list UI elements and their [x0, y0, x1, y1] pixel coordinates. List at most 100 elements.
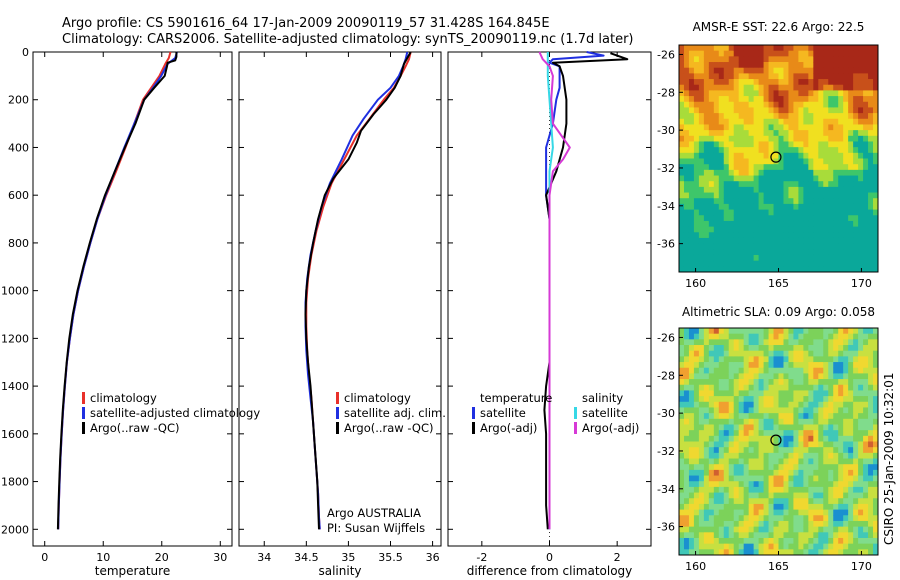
heatmap-cell: [683, 220, 690, 227]
heatmap-cell: [828, 396, 834, 403]
heatmap-cell: [848, 379, 854, 386]
heatmap-cell: [738, 130, 745, 137]
heatmap-cell: [838, 418, 844, 425]
heatmap-cell: [713, 418, 720, 425]
heatmap-cell: [683, 532, 690, 539]
heatmap-cell: [788, 498, 794, 505]
heatmap-cell: [693, 328, 700, 335]
heatmap-cell: [828, 492, 834, 499]
heatmap-cell: [763, 430, 769, 437]
heatmap-cell: [813, 339, 819, 346]
heatmap-cell: [698, 328, 705, 335]
heatmap-cell: [838, 469, 844, 476]
heatmap-cell: [843, 328, 849, 335]
heatmap-cell: [753, 73, 760, 80]
heatmap-cell: [679, 413, 685, 420]
heatmap-cell: [688, 543, 695, 550]
heatmap-cell: [748, 418, 755, 425]
heatmap-cell: [753, 203, 760, 210]
heatmap-cell: [733, 62, 740, 69]
heatmap-cell: [828, 526, 834, 533]
heatmap-cell: [818, 345, 824, 352]
heatmap-cell: [768, 186, 774, 193]
heatmap-cell: [858, 249, 864, 256]
heatmap-cell: [763, 67, 769, 74]
heatmap-cell: [679, 215, 685, 222]
heatmap-cell: [848, 390, 854, 397]
heatmap-cell: [768, 339, 774, 346]
heatmap-cell: [793, 543, 799, 550]
heatmap-cell: [868, 339, 874, 346]
heatmap-cell: [818, 254, 824, 262]
heatmap-cell: [838, 503, 844, 510]
heatmap-cell: [723, 147, 730, 154]
heatmap-cell: [713, 435, 720, 442]
heatmap-cell: [733, 164, 740, 171]
heatmap-cell: [773, 469, 779, 476]
heatmap-cell: [698, 345, 705, 352]
heatmap-cell: [788, 237, 794, 245]
heatmap-cell: [733, 198, 740, 205]
heatmap-cell: [743, 266, 750, 273]
credit-text: CSIRO 25-Jan-2009 10:32:01: [882, 373, 896, 545]
heatmap-cell: [833, 430, 839, 437]
heatmap-cell: [788, 90, 794, 97]
heatmap-cell: [778, 45, 784, 52]
heatmap-cell: [698, 260, 705, 267]
heatmap-cell: [743, 367, 750, 374]
heatmap-cell: [738, 118, 745, 125]
heatmap-cell: [738, 407, 745, 414]
heatmap-cell: [783, 215, 789, 222]
heatmap-cell: [713, 509, 720, 516]
heatmap-cell: [858, 147, 864, 154]
heatmap-cell: [853, 424, 859, 431]
heatmap-cell: [723, 243, 730, 250]
heatmap-cell: [718, 430, 725, 437]
heatmap-cell: [823, 209, 829, 216]
heatmap-cell: [748, 164, 755, 171]
heatmap-cell: [738, 543, 745, 550]
y-tick-label: 200: [8, 94, 29, 107]
heatmap-cell: [868, 152, 874, 159]
heatmap-cell: [818, 532, 824, 539]
heatmap-cell: [708, 520, 715, 528]
heatmap-cell: [793, 96, 799, 103]
heatmap-cell: [693, 90, 700, 97]
heatmap-cell: [863, 79, 869, 86]
heatmap-cell: [763, 413, 769, 420]
heatmap-cell: [808, 45, 814, 52]
heatmap-cell: [778, 515, 784, 522]
heatmap-cell: [863, 396, 869, 403]
heatmap-cell: [708, 164, 715, 171]
heatmap-cell: [728, 50, 735, 57]
heatmap-cell: [688, 390, 695, 397]
heatmap-cell: [793, 175, 799, 182]
heatmap-cell: [753, 384, 760, 391]
heatmap-cell: [703, 418, 710, 425]
heatmap-cell: [828, 186, 834, 193]
heatmap-cell: [838, 413, 844, 420]
heatmap-cell: [688, 96, 695, 103]
heatmap-cell: [808, 164, 814, 171]
heatmap-cell: [723, 430, 730, 437]
heatmap-cell: [828, 486, 834, 493]
heatmap-cell: [713, 181, 720, 188]
heatmap-cell: [768, 515, 774, 522]
heatmap-cell: [743, 152, 750, 159]
heatmap-cell: [823, 181, 829, 188]
heatmap-cell: [698, 266, 705, 273]
heatmap-cell: [693, 407, 700, 414]
heatmap-cell: [698, 526, 705, 533]
heatmap-cell: [873, 356, 879, 363]
heatmap-cell: [688, 118, 695, 125]
heatmap-cell: [818, 226, 824, 233]
heatmap-cell: [758, 532, 764, 539]
heatmap-cell: [708, 152, 715, 159]
heatmap-cell: [679, 532, 685, 539]
heatmap-cell: [798, 50, 804, 57]
heatmap-cell: [873, 350, 879, 357]
heatmap-cell: [798, 350, 804, 357]
heatmap-cell: [868, 135, 874, 142]
heatmap-cell: [698, 339, 705, 346]
heatmap-cell: [748, 486, 755, 493]
